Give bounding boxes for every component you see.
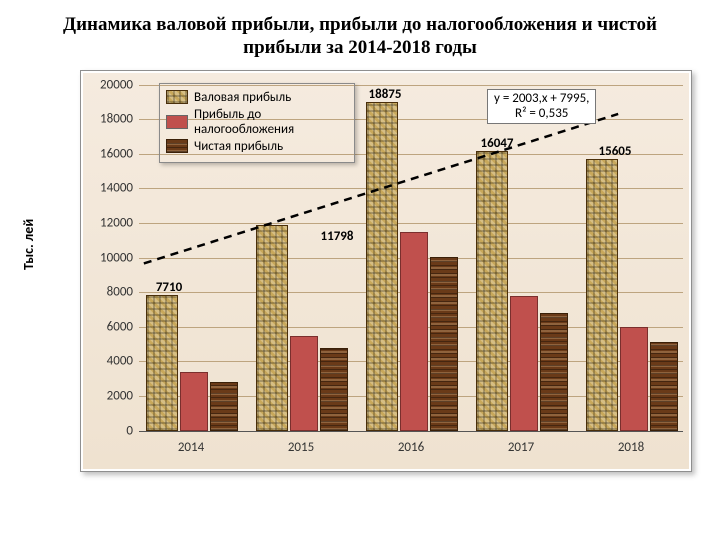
legend: Валовая прибыль Прибыль до налогообложени… bbox=[159, 83, 355, 163]
legend-swatch bbox=[166, 139, 188, 153]
ytick: 20000 bbox=[100, 77, 139, 92]
xtick: 2015 bbox=[288, 440, 314, 455]
ytick: 12000 bbox=[100, 215, 139, 230]
xtick: 2014 bbox=[178, 440, 204, 455]
legend-row: Прибыль до налогообложения bbox=[166, 107, 344, 137]
legend-row: Чистая прибыль bbox=[166, 139, 344, 154]
legend-row: Валовая прибыль bbox=[166, 90, 344, 105]
legend-swatch bbox=[166, 90, 188, 104]
trend-equation-box: y = 2003,x + 7995, R² = 0,535 bbox=[487, 89, 596, 125]
ytick: 8000 bbox=[107, 285, 139, 300]
gridline bbox=[139, 431, 683, 432]
y-axis-label: Тыс. лей bbox=[20, 219, 37, 270]
legend-label: Прибыль до налогообложения bbox=[194, 107, 344, 137]
chart-title: Динамика валовой прибыли, прибыли до нал… bbox=[60, 14, 660, 60]
ytick: 16000 bbox=[100, 146, 139, 161]
ytick: 14000 bbox=[100, 181, 139, 196]
xtick: 2018 bbox=[618, 440, 644, 455]
ytick: 0 bbox=[126, 423, 139, 438]
trend-eq-line1: y = 2003,x + 7995, bbox=[494, 92, 589, 107]
legend-swatch bbox=[166, 115, 188, 129]
ytick: 6000 bbox=[107, 319, 139, 334]
ytick: 4000 bbox=[107, 354, 139, 369]
chart-container: 0 2000 4000 6000 8000 10000 12000 14000 16000 180… bbox=[80, 70, 692, 472]
xtick: 2017 bbox=[508, 440, 534, 455]
legend-label: Валовая прибыль bbox=[194, 90, 291, 105]
trend-eq-line2: R² = 0,535 bbox=[494, 107, 589, 122]
legend-label: Чистая прибыль bbox=[194, 139, 283, 154]
ytick: 2000 bbox=[107, 388, 139, 403]
ytick: 10000 bbox=[100, 250, 139, 265]
ytick: 18000 bbox=[100, 112, 139, 127]
xtick: 2016 bbox=[398, 440, 424, 455]
